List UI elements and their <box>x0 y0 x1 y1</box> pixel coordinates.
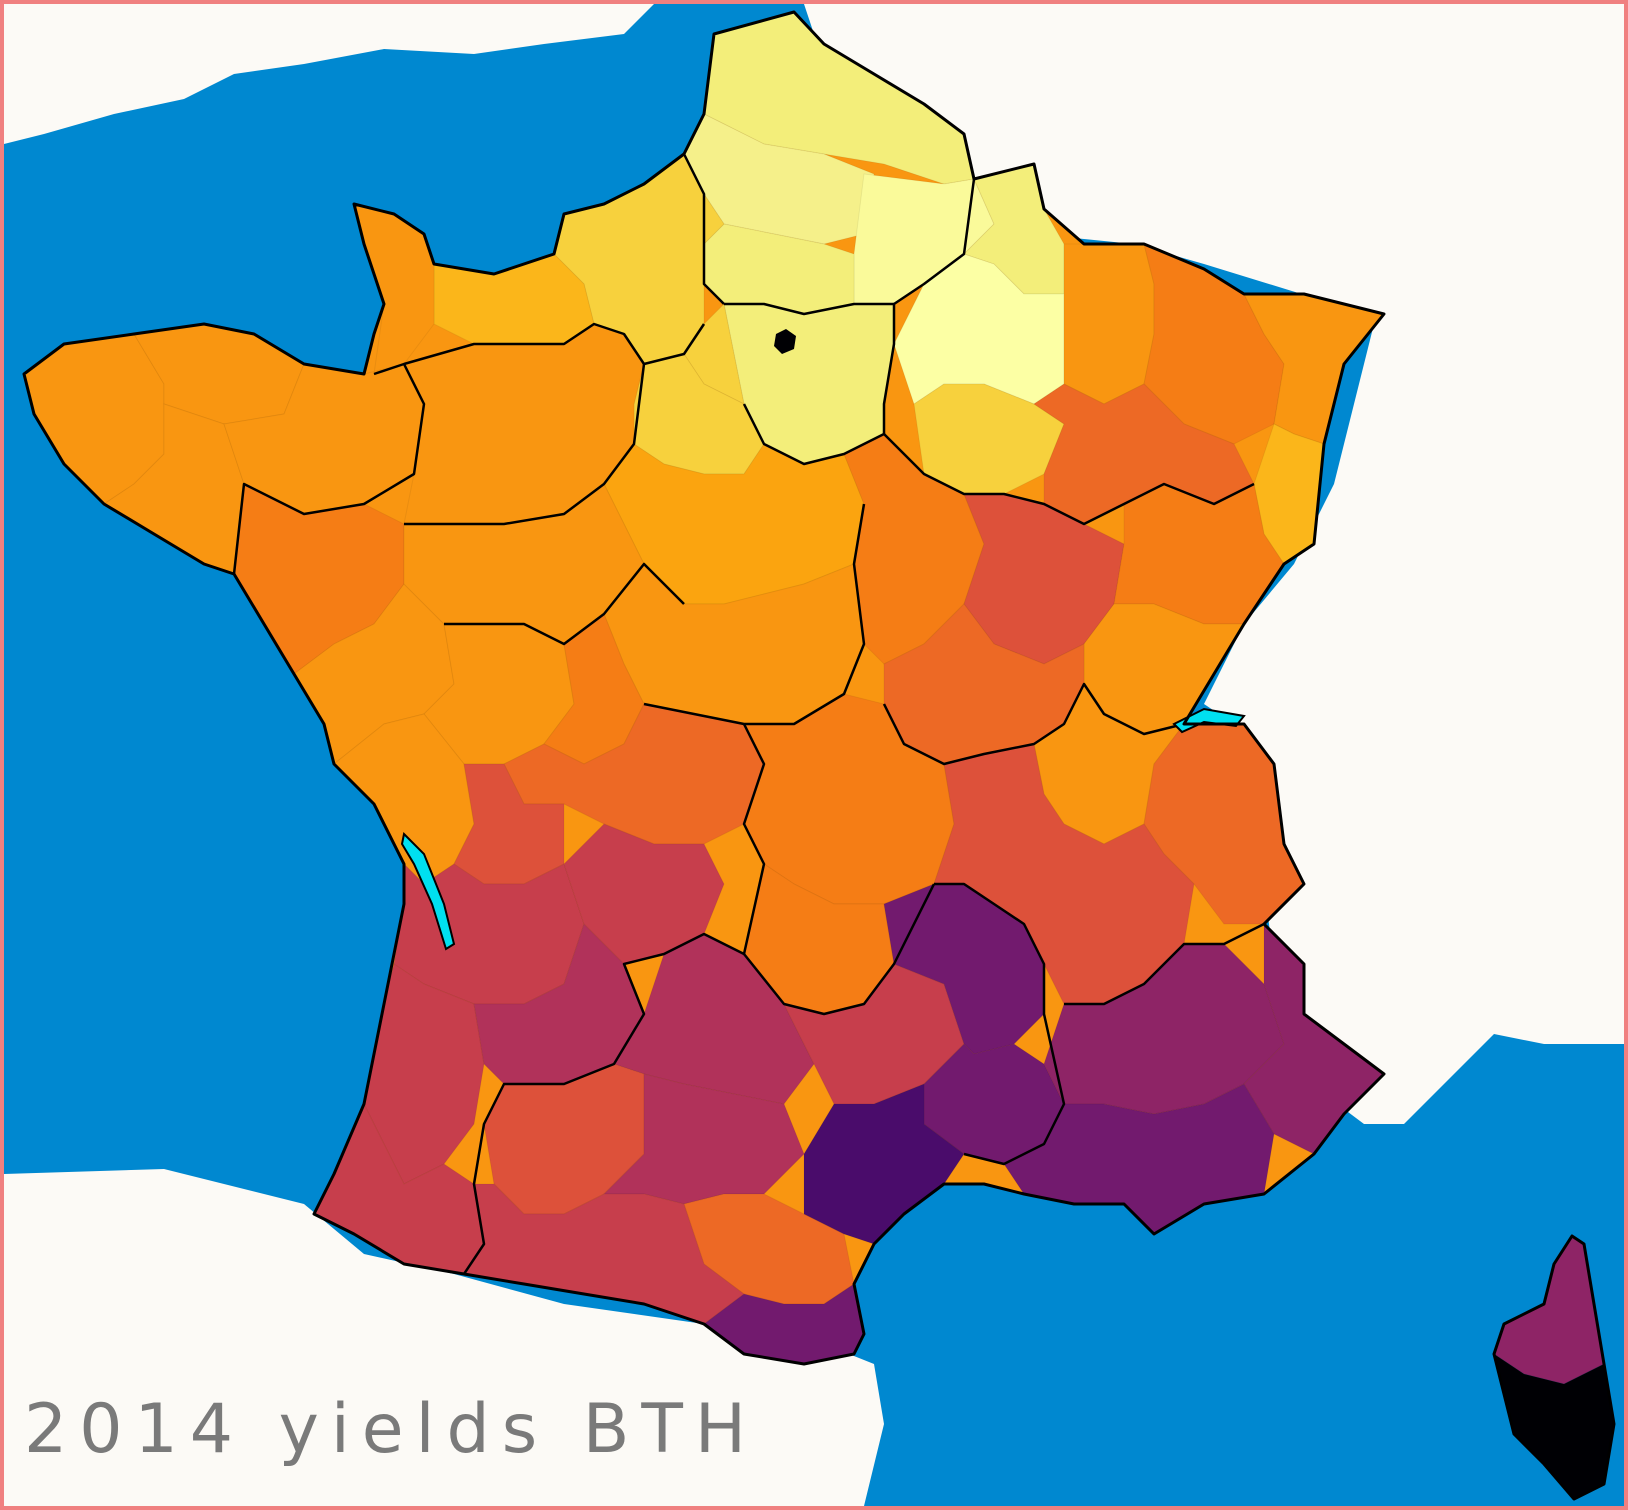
dept-lorraine-1 <box>1063 243 1155 405</box>
border-nord-south <box>682 153 725 305</box>
border-paca-north <box>1064 922 1265 1006</box>
continent-landmass <box>804 4 1624 1124</box>
dept-herault <box>803 1083 965 1245</box>
lakes <box>400 707 1246 951</box>
spain-landmass <box>4 1169 884 1506</box>
border-nouvelle-aquitaine-east <box>462 723 766 1275</box>
border-centre-west <box>404 363 646 526</box>
england-landmass <box>4 4 654 144</box>
neighbouring-land <box>4 4 1624 1506</box>
border-grand-est <box>883 433 1255 526</box>
border-idf-south <box>742 403 885 466</box>
border-centre-south <box>444 562 685 646</box>
border-occitanie-east <box>934 882 1066 1166</box>
france-coastline <box>22 10 1386 1366</box>
border-brittany <box>232 363 426 575</box>
border-idf <box>724 302 894 316</box>
france-yield-map <box>4 4 1624 1506</box>
dept-paris <box>774 329 796 354</box>
region-borders <box>232 153 1265 1275</box>
map-caption: 2014 yields BTH <box>24 1390 759 1469</box>
france-departments <box>23 11 1615 1500</box>
border-occitanie-north <box>743 883 936 1016</box>
border-normandie <box>373 322 706 376</box>
border-aura-north <box>882 682 1185 766</box>
lake-leman <box>1172 707 1246 734</box>
border-bourgogne-west <box>643 503 866 726</box>
gironde-estuary <box>400 831 456 951</box>
corsica-coastline <box>1492 1234 1616 1501</box>
